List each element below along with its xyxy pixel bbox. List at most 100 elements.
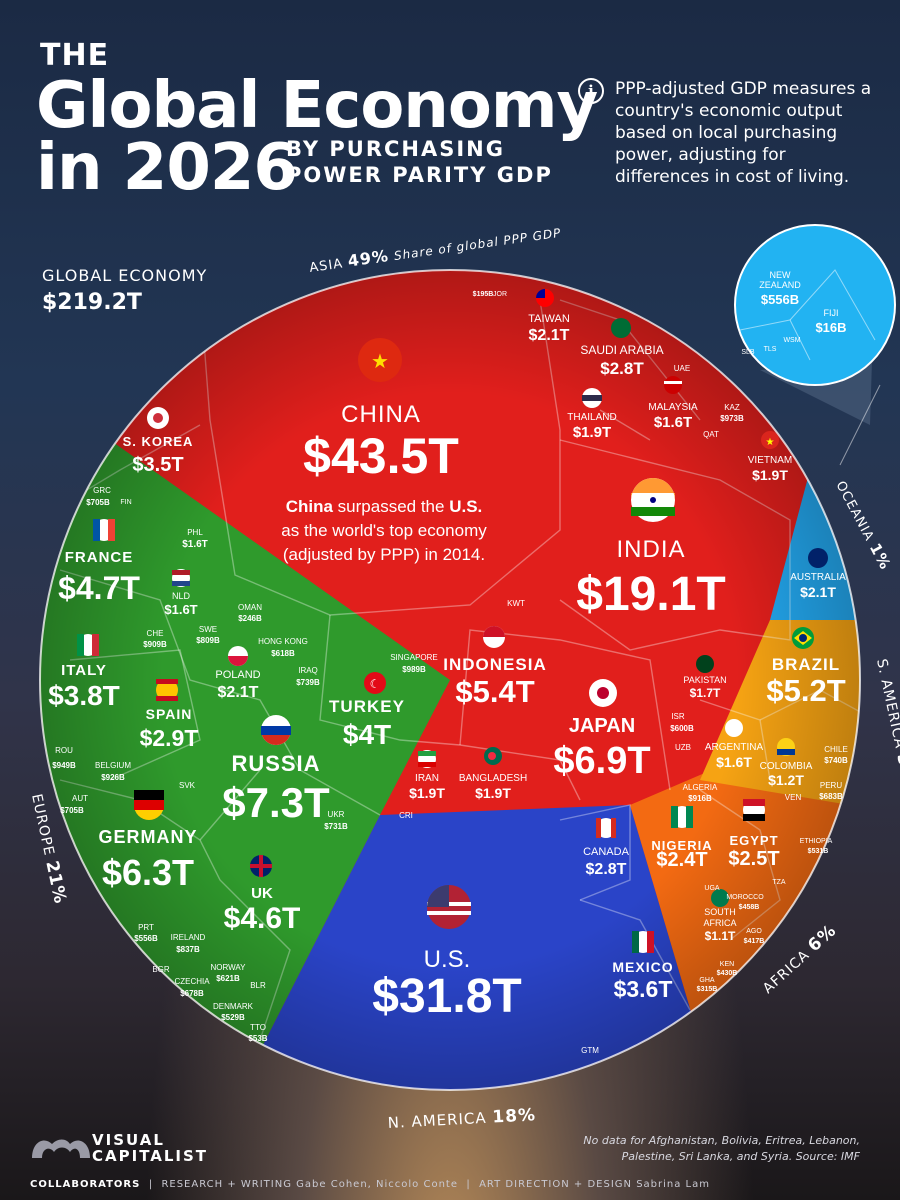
svg-text:$556B: $556B [761,292,799,307]
china-flag-icon: ★ [358,338,402,382]
country-value: $2.1T [800,584,836,600]
svg-text:NEW: NEW [770,270,792,280]
country-name: AFRICA [703,918,736,928]
country-name: IRAN [415,773,439,784]
country-name: RUSSIA [231,751,320,776]
taiwan-flag-icon [536,289,554,307]
svg-text:SLB: SLB [741,349,755,356]
country-name: S. KOREA [123,434,194,449]
country-name: TURKEY [329,697,405,716]
svg-text:$705B: $705B [60,806,84,815]
title-prefix: THE [40,38,110,73]
country-value: $1.9T [752,467,788,483]
svg-text:IRAQ: IRAQ [298,666,318,675]
region-namerica-label: N. AMERICA 18% [387,1105,536,1133]
svg-text:ALGERIA: ALGERIA [683,783,718,792]
country-value: $1.6T [182,539,208,550]
svg-text:OMAN: OMAN [238,603,262,612]
svg-text:SINGAPORE: SINGAPORE [390,653,438,662]
south-africa-flag-icon [711,889,729,907]
svg-text:$809B: $809B [196,636,220,645]
country-value: $4T [343,719,391,750]
country-value: $1.2T [768,772,804,788]
svg-text:BGR: BGR [152,965,170,974]
svg-text:CRI: CRI [399,811,413,820]
country-name: ITALY [61,662,107,679]
svg-text:UKR: UKR [328,810,345,819]
country-name: MALAYSIA [648,402,698,413]
svg-text:PERU: PERU [820,781,842,790]
country-name: CHINA [341,401,421,428]
brazil-flag-icon [792,627,814,649]
svg-text:MOROCCO: MOROCCO [726,894,764,901]
title-line-1: Global Economy [36,69,598,143]
indonesia-flag-icon [483,626,505,648]
country-value: $3.8T [48,680,120,711]
malaysia-flag-icon [664,376,682,394]
country-name: BANGLADESH [459,773,527,784]
country-value: $43.5T [303,428,459,484]
country-value: $2.1T [218,684,259,701]
svg-text:GHA: GHA [699,977,715,984]
svg-text:as the world's top economy: as the world's top economy [281,521,487,540]
svg-text:GRC: GRC [93,486,111,495]
svg-text:$53B: $53B [248,1034,267,1043]
svg-text:$740B: $740B [824,756,848,765]
svg-text:KAZ: KAZ [724,403,740,412]
info-text: PPP-adjusted GDP measures a country's ec… [615,79,872,187]
svg-text:IRELAND: IRELAND [171,933,206,942]
svg-text:$531B: $531B [808,848,829,855]
svg-text:★: ★ [371,349,389,373]
argentina-flag-icon [725,719,743,737]
germany-flag-icon [134,790,164,820]
country-value: $2.5T [728,848,779,870]
country-name: INDIA [616,536,685,563]
spain-flag-icon [156,679,178,701]
svg-text:DENMARK: DENMARK [213,1002,254,1011]
country-value: $31.8T [372,970,521,1023]
svg-text:$430B: $430B [717,970,738,977]
visual-capitalist-logo-icon [32,1139,90,1158]
svg-text:$705B: $705B [86,498,110,507]
country-value: $6.3T [102,852,194,893]
australia-flag-icon [808,548,828,568]
small-country-labels: NEW ZEALAND $556B FIJI $16B KAZ $973B CH… [52,270,848,1055]
colombia-flag-icon [777,738,795,756]
country-value: $1.9T [475,785,511,801]
oceania-zoom-inset [735,225,895,385]
country-value: $2.4T [656,849,707,871]
title-line-2: in 2026 [36,131,298,205]
svg-text:$600B: $600B [670,724,694,733]
svg-text:ETHIOPIA: ETHIOPIA [800,838,833,845]
country-name: POLAND [215,669,260,681]
country-name: AUSTRALIA [790,572,846,583]
pakistan-flag-icon [696,655,714,673]
country-name: U.S. [424,946,471,973]
country-value: $1.1T [705,929,736,943]
turkey-flag-icon: ☾ [364,672,386,694]
svg-text:AUT: AUT [72,794,88,803]
country-value: $1.9T [573,424,611,441]
svg-text:KWT: KWT [507,599,525,608]
svg-text:HONG KONG: HONG KONG [258,637,308,646]
svg-text:$973B: $973B [720,414,744,423]
nigeria-flag-icon [671,806,693,828]
brand-name: VISUAL CAPITALIST [92,1131,209,1165]
iran-flag-icon [418,750,436,768]
svg-text:$678B: $678B [180,989,204,998]
country-value: $4.6T [224,902,301,935]
us-flag-icon [427,885,471,929]
nld-flag-icon [172,569,190,587]
korea-flag-icon [147,407,169,429]
italy-flag-icon [77,634,99,656]
svg-text:AGO: AGO [746,928,762,935]
svg-text:ZEALAND: ZEALAND [759,280,801,290]
svg-text:CZECHIA: CZECHIA [174,977,210,986]
country-value: $5.2T [766,673,845,708]
country-name: TAIWAN [528,313,570,325]
india-flag-icon [631,478,675,522]
country-name: INDONESIA [443,655,546,674]
svg-text:$683B: $683B [819,792,843,801]
svg-text:ROU: ROU [55,746,73,755]
